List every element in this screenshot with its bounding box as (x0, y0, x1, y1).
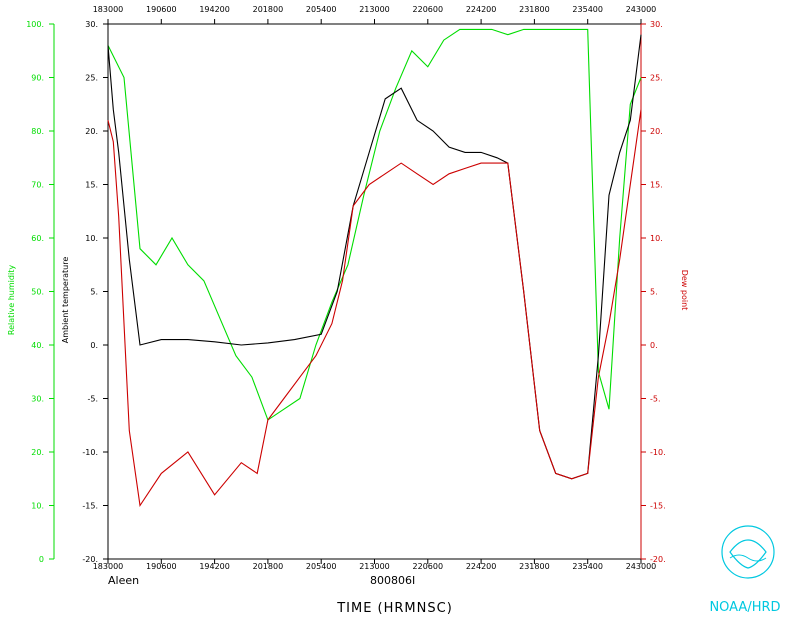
relative_humidity-tick-label: 90. (31, 74, 44, 83)
ambient_temperature-tick-label: 30. (85, 20, 98, 29)
bottom-x-ticks: 183000 190600 194200 201800 205400 213000 2206… (93, 559, 657, 571)
ambient_temperature-tick-label: 15. (85, 181, 98, 190)
dew_point-tick-label: 30. (650, 20, 663, 29)
dew_point-tick-label: 20. (650, 127, 663, 136)
x-tick-label: 190600 (146, 562, 177, 571)
x-tick-label: 243000 (626, 562, 657, 571)
relative_humidity-tick-label: 40. (31, 341, 44, 350)
x-top-tick-label: 231800 (519, 5, 550, 14)
x-tick-label: 213000 (359, 562, 390, 571)
ambient_temperature-tick-label: -15. (82, 502, 98, 511)
ambient_temperature-tick-label: -20. (82, 555, 98, 564)
dew_point-tick-label: 0. (650, 341, 658, 350)
top-x-ticks: 183000 190600 194200 201800 205400 213000 2206… (93, 5, 657, 24)
dew_point-tick-label: 25. (650, 74, 663, 83)
x-top-tick-label: 213000 (359, 5, 390, 14)
time-axis-title: TIME (HRMNSC) (336, 601, 453, 616)
x-top-tick-label: 183000 (93, 5, 124, 14)
x-top-tick-label: 194200 (199, 5, 230, 14)
x-tick-label: 183000 (93, 562, 124, 571)
relative_humidity-tick-label: 50. (31, 288, 44, 297)
x-tick-label: 235400 (572, 562, 603, 571)
x-top-tick-label: 235400 (572, 5, 603, 14)
ambient-temperature-series (107, 34, 642, 480)
ambient-temperature-axis: -20. -15. -10. -5. 0. 5. 10. 15. 20. 25. 30. (82, 20, 109, 564)
dew_point-tick-label: -10. (650, 448, 666, 457)
ambient_temperature-tick-label: 0. (90, 341, 98, 350)
ambient_temperature-tick-label: -10. (82, 448, 98, 457)
x-top-tick-label: 201800 (253, 5, 284, 14)
x-tick-label: 220600 (413, 562, 444, 571)
relative_humidity-tick-label: 80. (31, 127, 44, 136)
dew_point-tick-label: 10. (650, 234, 663, 243)
noaa-logo: NOAA/HRD (709, 525, 781, 615)
ambient_temperature-tick-label: 25. (85, 74, 98, 83)
dew_point-tick-label: -15. (650, 502, 666, 511)
flight-id: 800806I (370, 574, 415, 587)
plot-area (107, 23, 642, 560)
noaa-logo-ring (721, 525, 775, 579)
relative-humidity-series (107, 28, 642, 421)
ambient-temperature-axis-title: Ambient temperature (61, 257, 70, 344)
dew_point-tick-label: 5. (650, 288, 658, 297)
x-top-tick-label: 220600 (413, 5, 444, 14)
relative_humidity-tick-label: 60. (31, 234, 44, 243)
ambient_temperature-tick-label: 5. (90, 288, 98, 297)
relative-humidity-axis: 0 10. 20. 30. 40. 50. 60. 70. 80. 90. 100. (26, 20, 55, 564)
relative_humidity-tick-label: 30. (31, 395, 44, 404)
ambient_temperature-tick-label: 10. (85, 234, 98, 243)
noaa-hrd-label: NOAA/HRD (709, 600, 780, 615)
storm-name: Aleen (108, 574, 139, 587)
x-top-tick-label: 243000 (626, 5, 657, 14)
noaa-logo-bird (729, 539, 767, 569)
x-tick-label: 194200 (199, 562, 230, 571)
x-top-tick-label: 224200 (466, 5, 497, 14)
relative-humidity-axis-title: Relative humidity (7, 265, 16, 335)
x-tick-label: 231800 (519, 562, 550, 571)
noaa-logo-wave (729, 554, 767, 562)
x-top-tick-label: 205400 (306, 5, 337, 14)
relative_humidity-tick-label: 70. (31, 181, 44, 190)
dew_point-tick-label: -20. (650, 555, 666, 564)
dew-point-axis: -20. -15. -10. -5. 0. 5. 10. 15. 20. 25. 30. (640, 20, 666, 564)
ambient_temperature-tick-label: 20. (85, 127, 98, 136)
relative_humidity-tick-label: 0 (39, 555, 44, 564)
x-tick-label: 205400 (306, 562, 337, 571)
dew-point-series (107, 109, 642, 508)
x-tick-label: 224200 (466, 562, 497, 571)
dew-point-axis-title: Dew point (680, 270, 689, 311)
relative_humidity-tick-label: 20. (31, 448, 44, 457)
relative_humidity-tick-label: 10. (31, 502, 44, 511)
x-tick-label: 201800 (253, 562, 284, 571)
ambient_temperature-tick-label: -5. (87, 395, 98, 404)
relative_humidity-tick-label: 100. (26, 20, 44, 29)
x-top-tick-label: 190600 (146, 5, 177, 14)
dew_point-tick-label: -5. (650, 395, 661, 404)
dew_point-tick-label: 15. (650, 181, 663, 190)
series-layer (107, 28, 642, 508)
